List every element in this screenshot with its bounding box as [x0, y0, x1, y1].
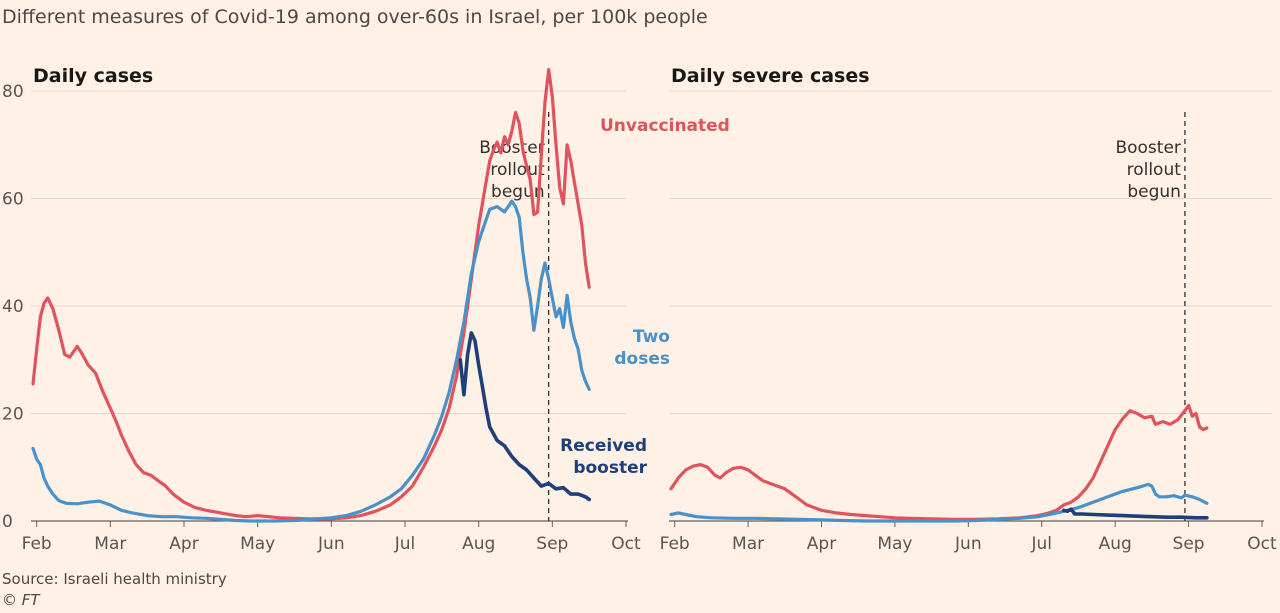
booster-rollout-label: Booster	[479, 138, 544, 158]
x-tick-label: May	[877, 534, 912, 554]
two-doses-label: doses	[614, 349, 670, 369]
y-tick-label: 40	[2, 297, 24, 317]
x-tick-label: Sep	[536, 534, 568, 554]
x-tick-label: Oct	[611, 534, 641, 554]
daily-severe-cases-title: Daily severe cases	[671, 65, 870, 87]
x-tick-label: Jun	[317, 534, 345, 554]
x-tick-label: Jun	[954, 534, 982, 554]
unvaccinated-line-cases	[31, 67, 591, 521]
x-tick-label: Mar	[94, 534, 126, 554]
chart-title: Different measures of Covid-19 among ove…	[2, 6, 708, 28]
daily-cases-panel: Daily cases 0 20 40 60 80 Feb Mar Apr May Jun Jul A…	[2, 65, 730, 554]
daily-severe-cases-panel: Daily severe cases Feb Mar Apr May Jun Jul Aug…	[660, 65, 1277, 554]
booster-rollout-label: begun	[491, 182, 545, 202]
x-tick-label: Apr	[807, 534, 836, 554]
x-tick-label: Jul	[394, 534, 416, 554]
y-tick-label: 20	[2, 405, 24, 425]
x-tick-label: Sep	[1173, 534, 1205, 554]
x-tick-label: Feb	[660, 534, 690, 554]
booster-rollout-label: Booster	[1115, 138, 1180, 158]
unvaccinated-line-severe	[669, 403, 1209, 521]
x-tick-label: Aug	[462, 534, 495, 554]
credit-note: © FT	[2, 591, 40, 609]
received-booster-label: Received	[560, 436, 647, 456]
two-doses-line-cases	[31, 199, 591, 523]
booster-line-cases	[458, 331, 591, 502]
booster-rollout-label: rollout	[1127, 160, 1182, 180]
x-tick-label: Mar	[732, 534, 764, 554]
received-booster-label: booster	[573, 458, 647, 478]
booster-rollout-label: rollout	[490, 160, 545, 180]
daily-cases-title: Daily cases	[33, 65, 153, 87]
source-note: Source: Israeli health ministry	[2, 570, 227, 588]
unvaccinated-label: Unvaccinated	[600, 116, 730, 136]
booster-line-severe	[1062, 507, 1209, 520]
x-tick-label: Jul	[1030, 534, 1052, 554]
x-tick-label: Apr	[169, 534, 198, 554]
y-tick-label: 0	[2, 512, 13, 532]
x-tick-label: May	[240, 534, 275, 554]
two-doses-line-severe	[669, 482, 1209, 523]
booster-rollout-label: begun	[1127, 182, 1181, 202]
x-tick-label: Oct	[1247, 534, 1277, 554]
two-doses-label: Two	[633, 327, 670, 347]
y-tick-label: 80	[2, 82, 24, 102]
x-tick-label: Aug	[1099, 534, 1132, 554]
x-tick-label: Feb	[22, 534, 52, 554]
y-tick-label: 60	[2, 190, 24, 210]
